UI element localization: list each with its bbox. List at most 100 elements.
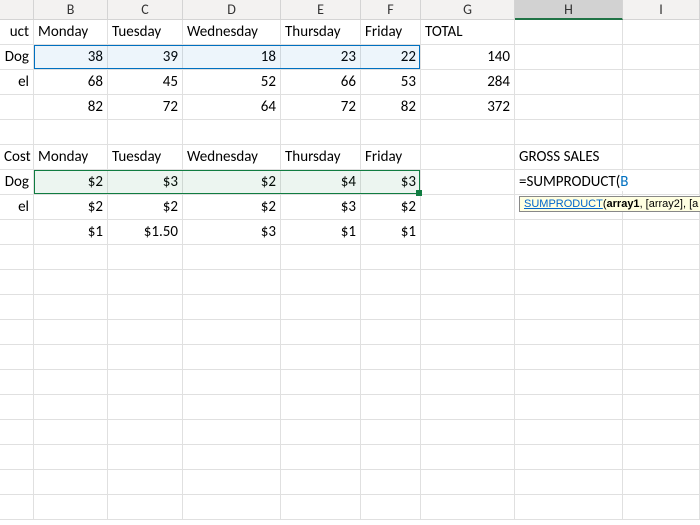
table1-value[interactable]: 82 bbox=[361, 95, 421, 120]
cell[interactable] bbox=[108, 495, 183, 520]
cell[interactable] bbox=[623, 70, 700, 95]
cell[interactable] bbox=[421, 145, 515, 170]
table2-value[interactable]: $1 bbox=[281, 220, 361, 245]
cell[interactable] bbox=[421, 245, 515, 270]
cell[interactable] bbox=[34, 420, 108, 445]
cell[interactable] bbox=[281, 320, 361, 345]
cell[interactable] bbox=[183, 370, 281, 395]
cell[interactable] bbox=[421, 220, 515, 245]
cell[interactable] bbox=[108, 270, 183, 295]
cell[interactable] bbox=[361, 245, 421, 270]
table2-value[interactable]: $3 bbox=[361, 170, 421, 195]
cell[interactable] bbox=[421, 470, 515, 495]
cell[interactable] bbox=[515, 70, 623, 95]
cell[interactable] bbox=[421, 170, 515, 195]
table2-value[interactable]: $2 bbox=[108, 195, 183, 220]
cell[interactable] bbox=[623, 45, 700, 70]
cell[interactable] bbox=[108, 470, 183, 495]
cell[interactable] bbox=[281, 470, 361, 495]
cell[interactable] bbox=[34, 345, 108, 370]
table2-day-header[interactable]: Thursday bbox=[281, 145, 361, 170]
cell[interactable] bbox=[623, 145, 700, 170]
table1-value[interactable]: 82 bbox=[34, 95, 108, 120]
cell[interactable] bbox=[421, 320, 515, 345]
cell[interactable] bbox=[515, 345, 623, 370]
cell[interactable] bbox=[183, 245, 281, 270]
cell[interactable] bbox=[0, 495, 34, 520]
table1-total[interactable]: 140 bbox=[421, 45, 515, 70]
cell[interactable] bbox=[108, 345, 183, 370]
cell[interactable] bbox=[623, 170, 700, 195]
cell[interactable] bbox=[623, 395, 700, 420]
table1-value[interactable]: 18 bbox=[183, 45, 281, 70]
table1-value[interactable]: 23 bbox=[281, 45, 361, 70]
cell[interactable] bbox=[515, 295, 623, 320]
cell[interactable] bbox=[34, 245, 108, 270]
table1-value[interactable]: 22 bbox=[361, 45, 421, 70]
cell[interactable] bbox=[0, 120, 34, 145]
cell[interactable] bbox=[34, 320, 108, 345]
cell[interactable] bbox=[361, 120, 421, 145]
column-header[interactable] bbox=[0, 0, 34, 20]
table2-value[interactable]: $1 bbox=[34, 220, 108, 245]
table2-value[interactable]: $1 bbox=[361, 220, 421, 245]
table1-day-header[interactable]: Friday bbox=[361, 20, 421, 45]
table1-value[interactable]: 39 bbox=[108, 45, 183, 70]
cell[interactable] bbox=[421, 270, 515, 295]
table2-day-header[interactable]: Friday bbox=[361, 145, 421, 170]
table2-value[interactable]: $3 bbox=[281, 195, 361, 220]
cell[interactable] bbox=[361, 470, 421, 495]
cell[interactable] bbox=[515, 495, 623, 520]
cell[interactable] bbox=[183, 395, 281, 420]
cell[interactable] bbox=[515, 395, 623, 420]
column-header[interactable]: D bbox=[183, 0, 281, 20]
table1-value[interactable]: 66 bbox=[281, 70, 361, 95]
table1-value[interactable]: 38 bbox=[34, 45, 108, 70]
cell[interactable] bbox=[421, 420, 515, 445]
table1-day-header[interactable]: Tuesday bbox=[108, 20, 183, 45]
table2-value[interactable]: $2 bbox=[34, 195, 108, 220]
cell[interactable] bbox=[361, 320, 421, 345]
cell[interactable] bbox=[0, 445, 34, 470]
cell[interactable] bbox=[108, 245, 183, 270]
cell[interactable] bbox=[183, 445, 281, 470]
column-header[interactable]: C bbox=[108, 0, 183, 20]
cell[interactable] bbox=[421, 195, 515, 220]
column-header[interactable]: F bbox=[361, 0, 421, 20]
spreadsheet-grid[interactable]: BCDEFGHIuctMondayTuesdayWednesdayThursda… bbox=[0, 0, 700, 520]
table1-value[interactable]: 53 bbox=[361, 70, 421, 95]
cell[interactable] bbox=[34, 445, 108, 470]
cell[interactable] bbox=[515, 470, 623, 495]
table2-value[interactable]: $2 bbox=[361, 195, 421, 220]
table2-value[interactable]: $2 bbox=[34, 170, 108, 195]
cell[interactable] bbox=[281, 395, 361, 420]
table1-header[interactable]: uct bbox=[0, 20, 34, 45]
table2-day-header[interactable]: Wednesday bbox=[183, 145, 281, 170]
table1-value[interactable]: 72 bbox=[281, 95, 361, 120]
column-header[interactable]: E bbox=[281, 0, 361, 20]
cell[interactable] bbox=[515, 370, 623, 395]
table2-value[interactable]: $2 bbox=[183, 170, 281, 195]
cell[interactable] bbox=[0, 270, 34, 295]
table2-value[interactable]: $3 bbox=[183, 220, 281, 245]
cell[interactable] bbox=[515, 245, 623, 270]
cell[interactable] bbox=[623, 470, 700, 495]
table2-value[interactable]: $4 bbox=[281, 170, 361, 195]
cell[interactable] bbox=[421, 370, 515, 395]
cell[interactable] bbox=[281, 120, 361, 145]
cell[interactable] bbox=[0, 470, 34, 495]
cell[interactable] bbox=[0, 320, 34, 345]
cell[interactable] bbox=[361, 395, 421, 420]
column-header[interactable]: H bbox=[515, 0, 623, 20]
cell[interactable] bbox=[108, 295, 183, 320]
cell[interactable] bbox=[183, 320, 281, 345]
cell[interactable] bbox=[0, 370, 34, 395]
cell[interactable] bbox=[34, 120, 108, 145]
table1-value[interactable]: 52 bbox=[183, 70, 281, 95]
cell[interactable] bbox=[361, 345, 421, 370]
cell[interactable] bbox=[0, 295, 34, 320]
table1-total[interactable]: 284 bbox=[421, 70, 515, 95]
table1-value[interactable]: 45 bbox=[108, 70, 183, 95]
cell[interactable] bbox=[623, 245, 700, 270]
cell[interactable] bbox=[515, 120, 623, 145]
